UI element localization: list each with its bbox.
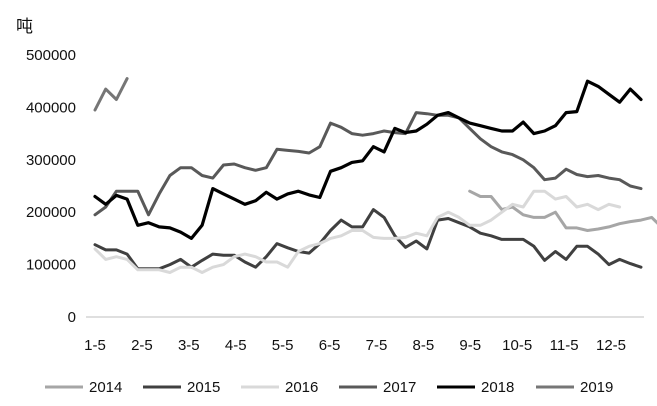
legend-label-2014: 2014	[89, 379, 122, 396]
legend-label-2017: 2017	[383, 379, 416, 396]
x-axis-ticks: 1-5 2-5 3-5 4-5 5-5 6-5 7-5 8-5 9-5 10-5 11-5 12-5	[84, 337, 626, 354]
y-tick-label: 100000	[26, 257, 76, 274]
y-axis-ticks: 0 100000 200000 300000 400000 500000	[26, 47, 76, 326]
series-line-2018	[93, 79, 643, 240]
legend-label-2015: 2015	[187, 379, 220, 396]
x-tick-label: 1-5	[84, 337, 106, 354]
x-tick-label: 7-5	[366, 337, 388, 354]
legend-label-2016: 2016	[285, 379, 318, 396]
y-tick-label: 200000	[26, 204, 76, 221]
x-tick-label: 9-5	[459, 337, 481, 354]
x-tick-label: 6-5	[319, 337, 341, 354]
y-tick-label: 300000	[26, 152, 76, 169]
y-tick-label: 400000	[26, 99, 76, 116]
x-tick-label: 5-5	[272, 337, 294, 354]
series-line-2014	[468, 189, 657, 232]
x-tick-label: 11-5	[550, 337, 579, 354]
y-axis-unit-group: 吨	[16, 17, 33, 37]
legend-label-2018: 2018	[481, 379, 514, 396]
legend-label-2019: 2019	[580, 379, 613, 396]
x-tick-label: 2-5	[131, 337, 153, 354]
x-tick-label: 4-5	[225, 337, 247, 354]
y-axis-unit: 吨	[16, 17, 33, 37]
x-tick-label: 10-5	[502, 337, 532, 354]
series-line-2016	[93, 189, 622, 274]
series-line-2015	[93, 208, 643, 271]
y-tick-label: 500000	[26, 47, 76, 64]
legend: 2014 2015 2016 2017 2018 2019	[45, 379, 613, 396]
series-line-2017	[93, 111, 643, 217]
x-tick-label: 12-5	[596, 337, 626, 354]
x-tick-label: 8-5	[413, 337, 435, 354]
series-line-2019	[93, 77, 129, 112]
series-lines	[93, 77, 657, 274]
y-tick-label: 0	[68, 309, 76, 326]
x-tick-label: 3-5	[178, 337, 200, 354]
